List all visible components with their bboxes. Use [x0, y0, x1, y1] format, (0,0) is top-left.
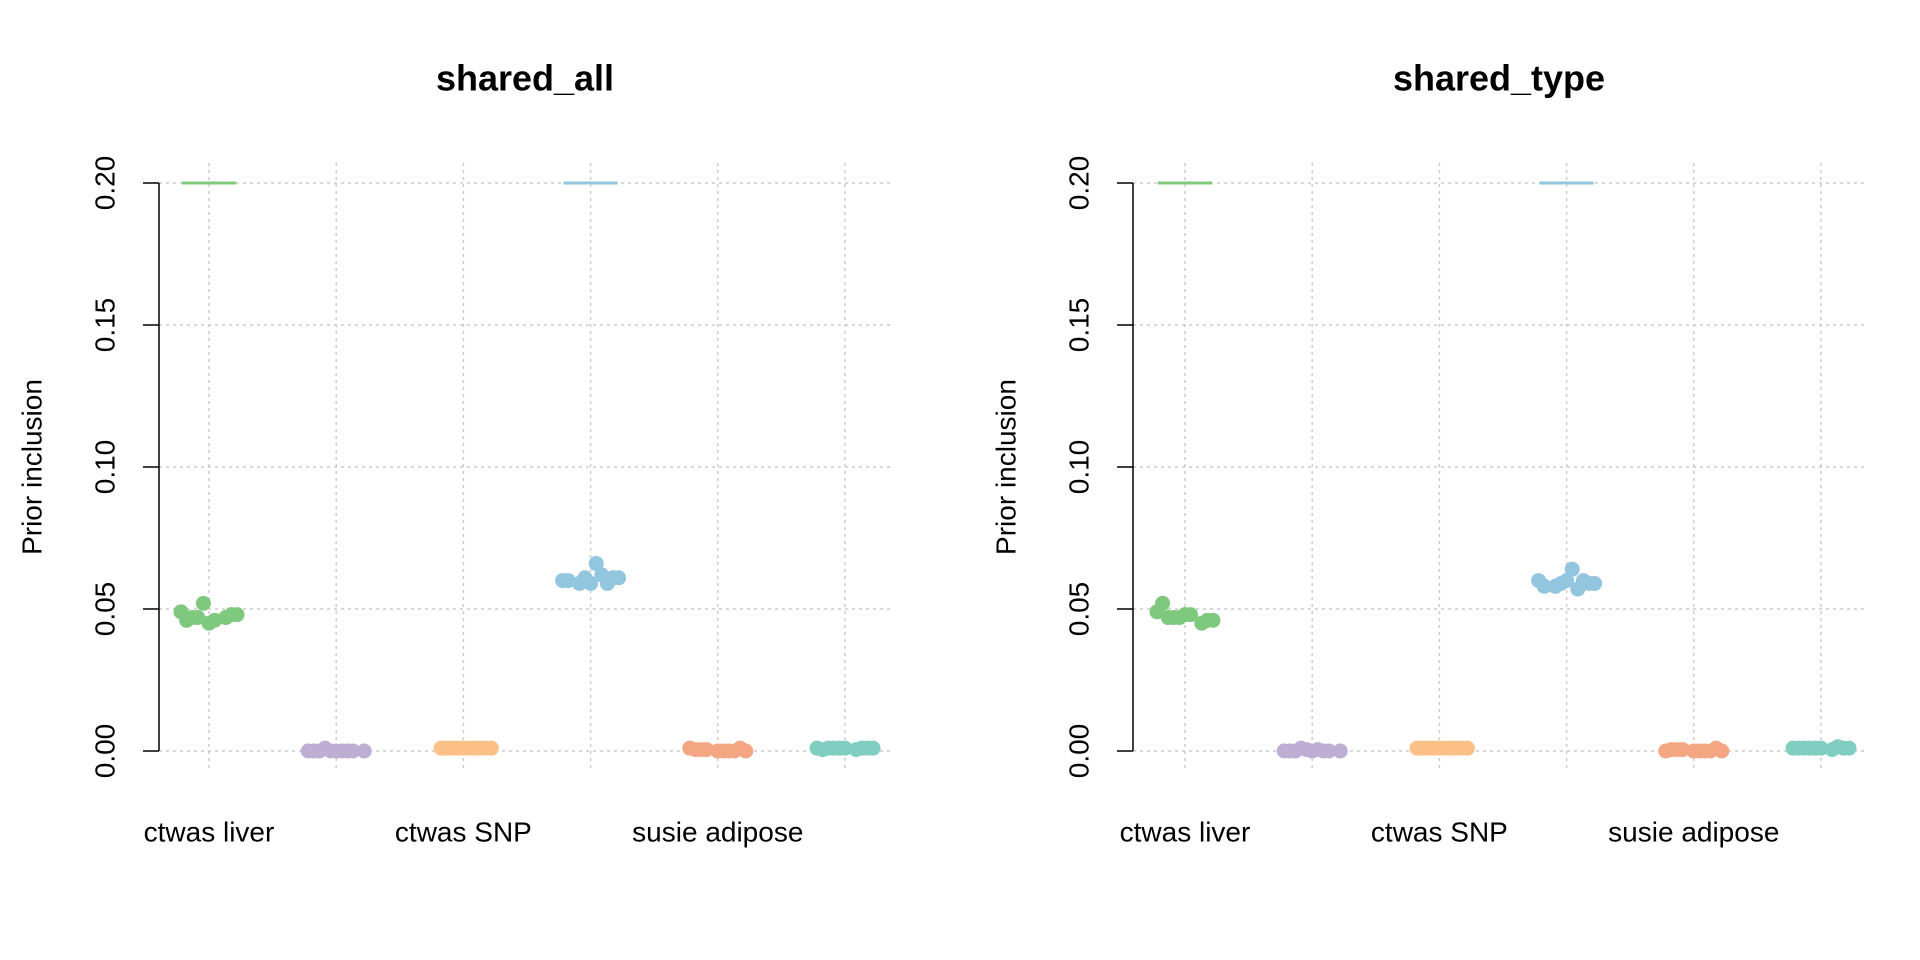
chart-title: shared_all [436, 58, 614, 99]
point [1459, 740, 1475, 756]
point [1559, 573, 1575, 589]
point [1581, 575, 1597, 591]
point [1536, 578, 1552, 594]
point [1835, 740, 1851, 756]
y-axis-label: Prior inclusion [16, 379, 47, 555]
point [345, 743, 361, 759]
point [483, 740, 499, 756]
point [1813, 740, 1829, 756]
y-tick-label: 0.20 [89, 156, 120, 211]
y-tick-label: 0.05 [1063, 582, 1094, 637]
point [1564, 561, 1580, 577]
y-tick-label: 0.10 [1063, 440, 1094, 495]
point [738, 743, 754, 759]
x-tick-label: susie adipose [632, 816, 803, 847]
point [1321, 743, 1337, 759]
x-tick-label: ctwas SNP [395, 816, 532, 847]
point [444, 740, 460, 756]
point [1183, 607, 1199, 623]
point [721, 743, 737, 759]
point [583, 575, 599, 591]
y-tick-label: 0.00 [89, 724, 120, 779]
point [1796, 740, 1812, 756]
y-tick-label: 0.20 [1063, 156, 1094, 211]
point [1166, 610, 1182, 626]
point [560, 573, 576, 589]
x-tick-label: ctwas SNP [1371, 816, 1508, 847]
x-tick-label: ctwas liver [144, 816, 275, 847]
y-tick-label: 0.15 [89, 298, 120, 353]
y-tick-label: 0.00 [1063, 724, 1094, 779]
point [820, 740, 836, 756]
point [190, 610, 206, 626]
point [356, 743, 372, 759]
point [467, 740, 483, 756]
point [207, 612, 223, 628]
y-tick-label: 0.10 [89, 440, 120, 495]
point [306, 743, 322, 759]
point [1658, 743, 1674, 759]
point [1332, 743, 1348, 759]
y-tick-label: 0.05 [89, 582, 120, 637]
point [682, 740, 698, 756]
point [1282, 743, 1298, 759]
point [229, 607, 245, 623]
point [1675, 742, 1691, 758]
point [1443, 740, 1459, 756]
point [1155, 595, 1171, 611]
y-tick-label: 0.15 [1063, 298, 1094, 353]
point [837, 740, 853, 756]
x-tick-label: ctwas liver [1120, 816, 1251, 847]
point [328, 743, 344, 759]
point [588, 556, 604, 572]
point [195, 595, 211, 611]
point [1304, 743, 1320, 759]
point [605, 570, 621, 586]
point [1205, 612, 1221, 628]
point [859, 740, 875, 756]
y-axis-label: Prior inclusion [990, 379, 1021, 555]
point [699, 742, 715, 758]
point [1697, 743, 1713, 759]
point [1420, 740, 1436, 756]
chart-title: shared_type [1393, 58, 1605, 99]
point [1714, 743, 1730, 759]
x-tick-label: susie adipose [1608, 816, 1779, 847]
